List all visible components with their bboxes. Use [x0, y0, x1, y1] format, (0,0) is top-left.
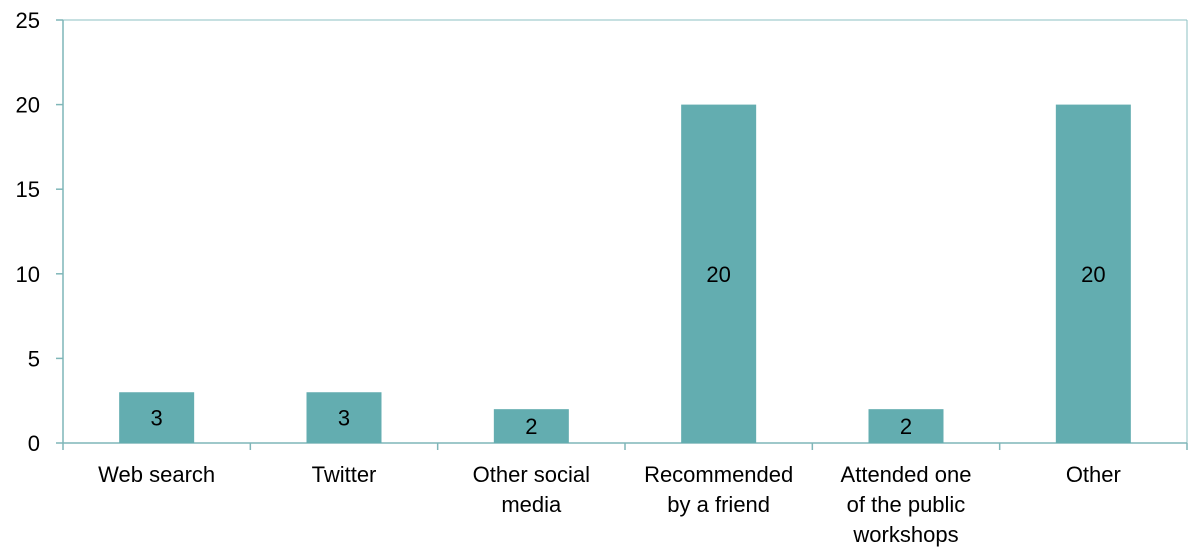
- x-category-label: Other social media: [473, 462, 590, 517]
- x-category-label-line: Twitter: [312, 462, 377, 487]
- y-tick-label: 25: [16, 8, 40, 33]
- bar: [868, 409, 944, 443]
- x-category-label: Other: [1066, 462, 1121, 487]
- x-axis: Web search Twitter Other social media Recomm…: [62, 442, 1188, 547]
- x-category-label-line: Other social: [473, 462, 590, 487]
- y-tick-label: 10: [16, 262, 40, 287]
- bar: [119, 392, 195, 443]
- x-category-label-line: Attended one: [841, 462, 972, 487]
- y-tick-label: 20: [16, 93, 40, 118]
- y-axis: 0 5 10 15 20 25: [16, 8, 64, 456]
- y-tick-label: 15: [16, 177, 40, 202]
- y-tick-label: 5: [28, 346, 40, 371]
- bar-data-label: 3: [151, 406, 163, 431]
- x-category-label: Web search: [98, 462, 215, 487]
- data-labels-group: 3 3 2 20 2 20: [151, 262, 1106, 439]
- bar: [1055, 104, 1131, 443]
- bar: [681, 104, 757, 443]
- x-category-label: Twitter: [312, 462, 377, 487]
- x-category-label: Recommended by a friend: [644, 462, 793, 517]
- bar-data-label: 2: [900, 414, 912, 439]
- bar: [306, 392, 382, 443]
- x-category-label: Attended one of the public workshops: [841, 462, 972, 547]
- x-category-label-line: Web search: [98, 462, 215, 487]
- x-category-label-line: workshops: [852, 522, 958, 547]
- bar: [493, 409, 569, 443]
- x-category-label-line: of the public: [847, 492, 966, 517]
- x-category-label-line: media: [501, 492, 562, 517]
- bar-data-label: 20: [706, 262, 730, 287]
- x-category-label-line: Other: [1066, 462, 1121, 487]
- plot-frame: [63, 19, 1188, 443]
- bar-data-label: 2: [525, 414, 537, 439]
- x-category-label-line: Recommended: [644, 462, 793, 487]
- bars-group: [119, 104, 1131, 443]
- bar-data-label: 20: [1081, 262, 1105, 287]
- y-tick-label: 0: [28, 431, 40, 456]
- bar-data-label: 3: [338, 406, 350, 431]
- x-category-label-line: by a friend: [667, 492, 770, 517]
